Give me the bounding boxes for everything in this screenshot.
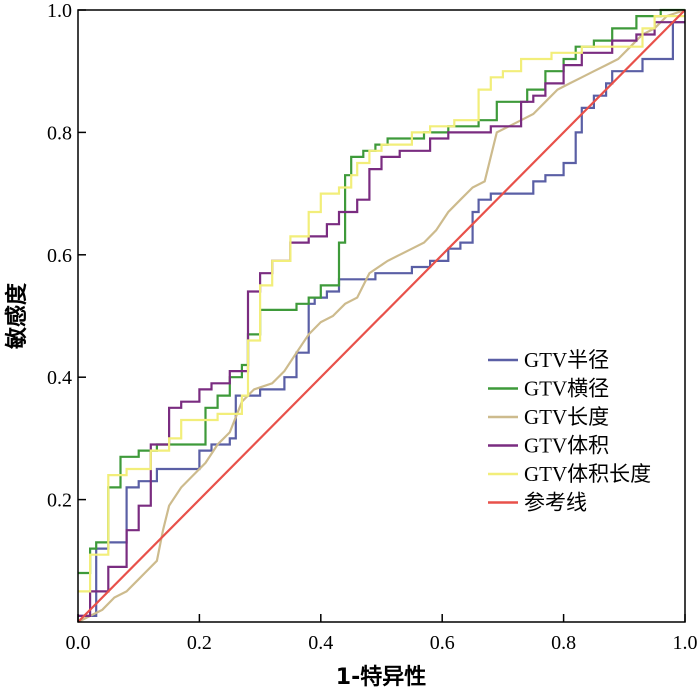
x-tick-label: 0.4 [308,632,333,654]
x-tick-label: 0.8 [551,632,576,654]
series-line-4 [78,15,685,593]
y-axis-label: 敏感度 [4,282,30,350]
series-layer [77,8,686,623]
legend-label: GTV长度 [524,405,609,429]
x-axis-ticks: 0.0 0.2 0.4 0.6 0.8 1.0 [66,614,698,654]
x-tick-label: 0.2 [187,632,212,654]
plot-frame [77,9,686,623]
legend-label: GTV横径 [524,377,609,401]
x-tick-label: 1.0 [673,632,698,654]
y-tick-label: 1.0 [47,0,72,22]
y-tick-label: 0.4 [47,367,72,389]
legend-label: GTV体积 [524,434,609,458]
series-line-5 [77,9,686,623]
series-line-0 [78,21,685,617]
y-tick-label: 0.2 [47,490,72,512]
legend-label: GTV半径 [524,348,609,372]
series-line-2 [77,8,686,623]
legend-label: 参考线 [524,491,587,515]
x-tick-label: 0.6 [430,632,455,654]
x-axis-label: 1-特异性 [336,664,426,690]
y-axis-ticks: 0.2 0.4 0.6 0.8 1.0 [47,0,86,512]
y-tick-label: 0.6 [47,245,72,267]
y-tick-label: 0.8 [47,122,72,144]
legend-label: GTV体积长度 [524,462,651,486]
series-line-3 [78,21,685,617]
x-tick-label: 0.0 [66,632,91,654]
